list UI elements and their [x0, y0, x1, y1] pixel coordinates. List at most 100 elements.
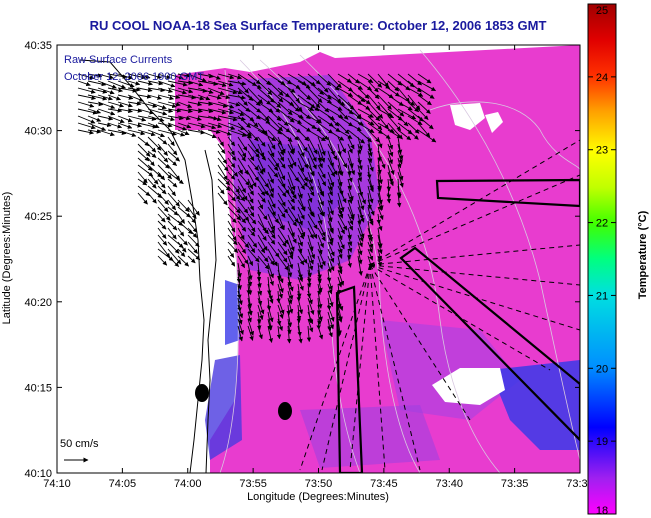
current-vector: [377, 241, 383, 255]
current-vector: [87, 80, 107, 87]
current-vector: [357, 248, 363, 265]
current-vector: [277, 129, 293, 142]
current-vector: [257, 164, 264, 175]
colorbar-ticks: 25 24 23 22 21 20 19 18: [588, 3, 616, 517]
current-vector: [287, 101, 300, 112]
current-vector: [347, 115, 364, 126]
current-vector: [187, 206, 197, 220]
current-vector: [347, 213, 354, 226]
current-vector: [277, 157, 286, 169]
current-vector: [337, 255, 343, 272]
current-vector: [407, 129, 419, 140]
current-vector: [297, 227, 305, 240]
current-vector: [327, 290, 334, 307]
current-vector: [167, 115, 184, 121]
current-vector: [117, 115, 133, 123]
current-vector: [257, 80, 273, 96]
current-vector: [287, 297, 294, 314]
current-vector: [227, 171, 236, 180]
current-vector: [377, 178, 382, 192]
current-vector: [167, 192, 180, 207]
current-vector: [347, 241, 353, 253]
current-vector: [337, 241, 343, 254]
current-vector: [277, 269, 284, 284]
current-vector: [137, 157, 153, 171]
current-vector: [157, 199, 169, 213]
current-vector: [217, 192, 228, 206]
current-vector: [227, 122, 246, 130]
current-vector: [167, 108, 182, 113]
current-vector: [227, 227, 237, 241]
current-vector: [247, 143, 260, 158]
current-vector: [337, 234, 345, 250]
current-vector: [386, 178, 392, 192]
x-axis: 74:10 74:05 74:00 73:55 73:50 73:45 73:40 73:35…: [43, 45, 594, 490]
current-vector: [157, 80, 176, 88]
coastline: [204, 149, 217, 473]
current-vector: [137, 150, 150, 162]
current-vector: [307, 241, 316, 260]
current-vector: [306, 276, 312, 288]
y-tick-label: 40:25: [24, 211, 52, 223]
current-vector: [167, 73, 184, 80]
current-vector: [247, 213, 257, 225]
current-vector: [277, 283, 283, 299]
current-vector: [237, 311, 243, 325]
current-vector: [297, 143, 305, 158]
current-vector: [267, 150, 280, 168]
current-vector: [207, 87, 225, 96]
current-vector: [377, 199, 383, 211]
current-vector: [237, 94, 248, 106]
current-vector: [307, 136, 318, 155]
current-vector: [317, 241, 323, 255]
current-vector: [177, 73, 191, 78]
current-vector: [157, 143, 168, 156]
current-vector: [327, 318, 332, 332]
current-vector: [347, 192, 353, 204]
current-vector: [337, 122, 350, 135]
current-vector: [87, 73, 103, 78]
current-vector: [277, 234, 287, 247]
current-vector: [297, 136, 308, 152]
current-vector: [307, 192, 313, 203]
current-vector: [267, 164, 279, 178]
current-vector: [317, 325, 324, 340]
current-vector: [347, 136, 355, 150]
current-vector: [107, 115, 125, 124]
current-vector: [317, 157, 323, 169]
current-vector: [157, 213, 166, 223]
current-vector: [337, 220, 345, 235]
current-vector: [417, 108, 429, 120]
current-vector: [297, 87, 311, 101]
current-vector: [227, 206, 242, 221]
current-vector: [147, 185, 163, 199]
current-vector: [287, 290, 293, 305]
current-vector: [227, 199, 241, 214]
current-vector: [177, 87, 194, 94]
current-vector: [307, 171, 313, 184]
current-vector: [397, 157, 402, 169]
current-vector: [167, 101, 181, 107]
current-vector: [227, 73, 242, 80]
current-vector: [317, 311, 322, 326]
current-vector: [177, 115, 191, 121]
x-tick-label: 74:10: [43, 478, 71, 490]
current-vector: [137, 122, 158, 129]
current-vector: [177, 241, 187, 253]
current-vector: [297, 283, 302, 299]
station-marker: [195, 384, 209, 402]
current-vector: [317, 276, 323, 293]
current-vector: [317, 73, 332, 86]
current-vector: [367, 227, 374, 242]
current-vector: [297, 164, 309, 182]
current-vector: [297, 73, 316, 87]
current-vector: [317, 227, 326, 242]
current-vector: [267, 241, 280, 258]
current-vector: [357, 115, 375, 126]
current-vector: [107, 101, 125, 108]
current-vector: [117, 122, 133, 129]
current-vector: [267, 178, 275, 193]
current-vector: [177, 234, 188, 246]
current-vector: [247, 227, 256, 237]
y-tick-label: 40:30: [24, 126, 52, 138]
